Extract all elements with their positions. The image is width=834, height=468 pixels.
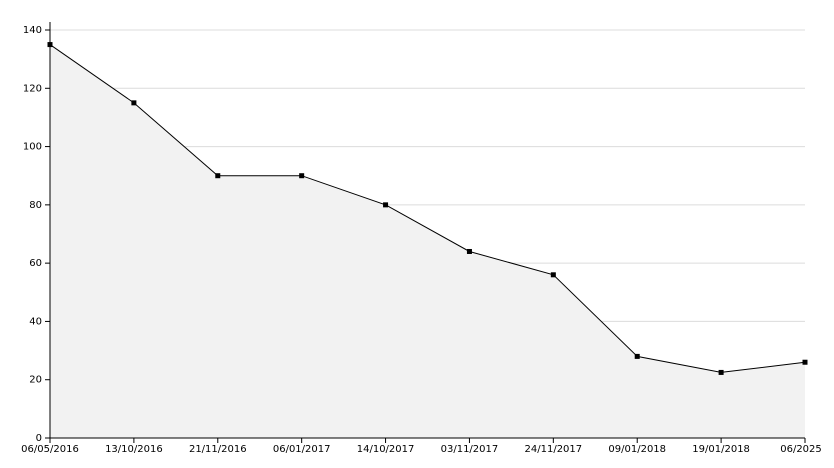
x-tick-label: 06/01/2017 <box>273 444 331 455</box>
y-tick-label: 140 <box>23 25 42 36</box>
y-tick-label: 100 <box>23 142 42 153</box>
x-tick-label: 14/10/2017 <box>357 444 415 455</box>
y-tick-label: 120 <box>23 83 42 94</box>
x-tick-label: 24/11/2017 <box>525 444 583 455</box>
point <box>383 202 389 208</box>
y-tick-label: 40 <box>29 316 42 327</box>
area-fill <box>50 44 805 438</box>
point <box>131 100 137 106</box>
line <box>49 44 806 373</box>
x-tick-label: 09/01/2018 <box>608 444 666 455</box>
y-tick-label: 20 <box>29 375 42 386</box>
y-tick-label: 80 <box>29 200 42 211</box>
x-tick-label: 21/11/2016 <box>189 444 247 455</box>
x-tick-label: 03/11/2017 <box>441 444 499 455</box>
point <box>802 359 808 365</box>
point <box>634 353 640 359</box>
point <box>466 248 472 254</box>
x-tick-label: 19/01/2018 <box>692 444 750 455</box>
point <box>215 173 221 179</box>
point <box>718 369 724 375</box>
x-tick-label: 13/10/2016 <box>105 444 163 455</box>
point <box>299 173 305 179</box>
point <box>550 272 556 278</box>
y-tick-label: 0 <box>36 433 42 444</box>
x-tick-label: 06/05/2016 <box>21 444 79 455</box>
x-tick-label: 06/2025 <box>780 444 822 455</box>
y-tick-label: 60 <box>29 258 42 269</box>
